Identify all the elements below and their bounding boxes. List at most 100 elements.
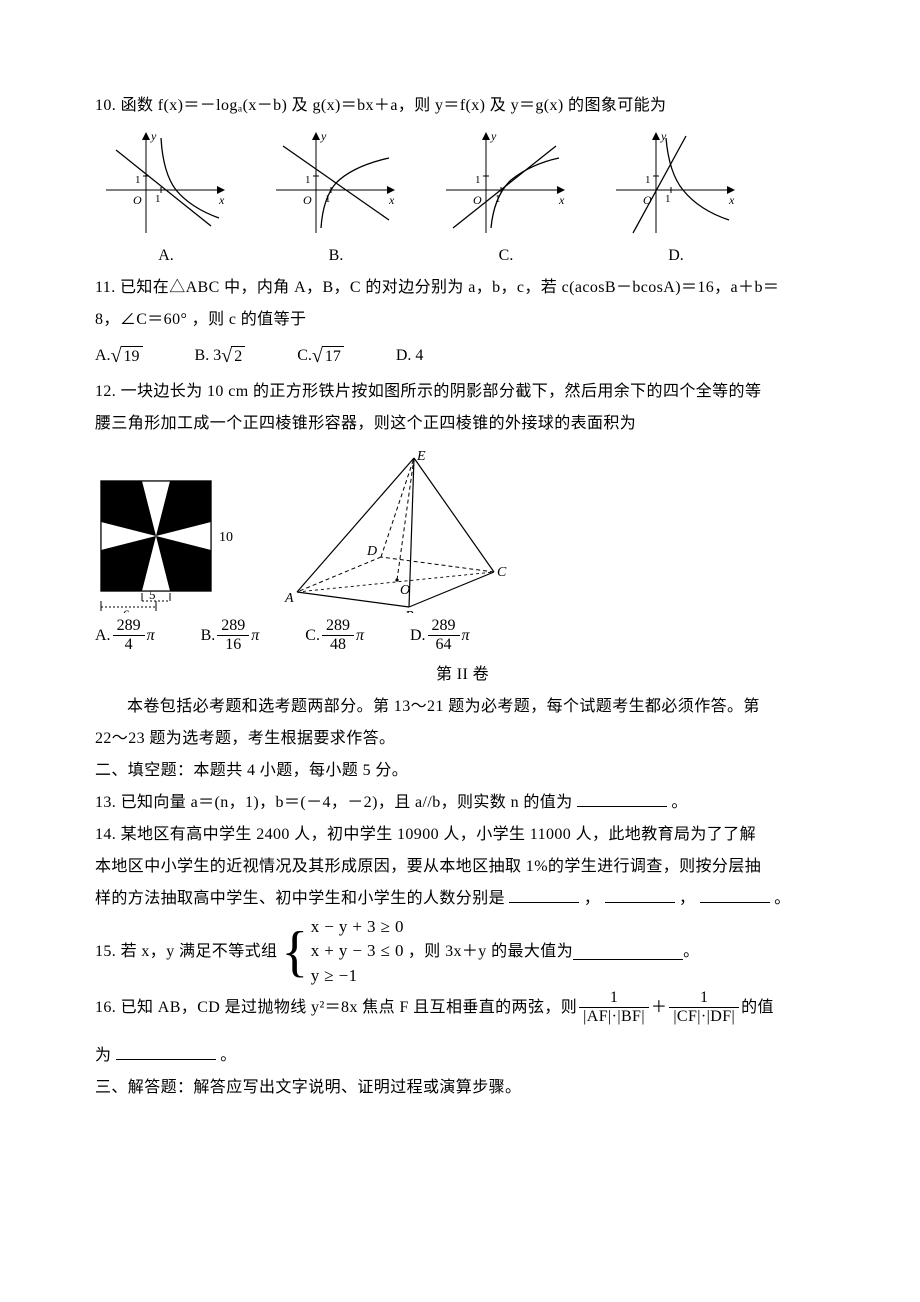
svg-text:5: 5 bbox=[149, 587, 156, 602]
part2-desc-2: 22～23 题为选考题，考生根据要求作答。 bbox=[95, 723, 830, 755]
q13-pre: 13. 已知向量 a＝(n，1)，b＝(－4，－2)，且 a//b，则实数 n … bbox=[95, 794, 573, 811]
opt-label: B. bbox=[201, 620, 216, 652]
q12-options: A. 289 4 π B. 289 16 π C. 289 48 π D. bbox=[95, 617, 830, 655]
q12-opt-b: B. 289 16 π bbox=[201, 617, 260, 655]
sys-line: x + y − 3 ≤ 0 bbox=[311, 941, 404, 960]
fill-blank bbox=[116, 1043, 216, 1060]
q14-l3-pre: 样的方法抽取高中学生、初中学生和小学生的人数分别是 bbox=[95, 890, 505, 907]
q13: 13. 已知向量 a＝(n，1)，b＝(－4，－2)，且 a//b，则实数 n … bbox=[95, 787, 830, 819]
opt-label: A. bbox=[95, 340, 111, 372]
sqrt-icon: √19 bbox=[111, 346, 143, 366]
svg-text:x: x bbox=[558, 193, 565, 207]
q10-label-d: D. bbox=[611, 240, 741, 272]
plus: ＋ bbox=[651, 992, 667, 1024]
svg-text:1: 1 bbox=[645, 174, 651, 186]
inequality-system: { x − y + 3 ≥ 0 x + y − 3 ≤ 0 y ≥ −1 bbox=[281, 915, 404, 989]
svg-text:E: E bbox=[416, 449, 426, 464]
q10-stem: 10. 函数 f(x)＝－logₐ(x－b) 及 g(x)＝bx＋a，则 y＝f… bbox=[95, 90, 830, 122]
q10-graph-b: y x O 1 1 B. bbox=[271, 128, 401, 272]
fraction: 289 64 bbox=[428, 617, 460, 655]
q12-opt-a: A. 289 4 π bbox=[95, 617, 155, 655]
svg-text:6: 6 bbox=[123, 607, 130, 613]
q14-l3: 样的方法抽取高中学生、初中学生和小学生的人数分别是 ， ， 。 bbox=[95, 883, 830, 915]
q11-opt-c: C. √17 bbox=[297, 340, 344, 372]
opt-label: A. bbox=[95, 620, 111, 652]
svg-text:O: O bbox=[473, 193, 482, 207]
part2-desc-1: 本卷包括必考题和选考题两部分。第 13～21 题为必考题，每个试题考生都必须作答… bbox=[95, 691, 830, 723]
page: 10. 函数 f(x)＝－logₐ(x－b) 及 g(x)＝bx＋a，则 y＝f… bbox=[0, 0, 920, 1164]
axes-graph-icon: y x O 1 1 bbox=[101, 128, 231, 238]
pi: π bbox=[251, 620, 259, 652]
q16-l1: 16. 已知 AB，CD 是过抛物线 y²＝8x 焦点 F 且互相垂直的两弦，则… bbox=[95, 989, 830, 1027]
q10-label-c: C. bbox=[441, 240, 571, 272]
fraction: 289 4 bbox=[113, 617, 145, 655]
svg-text:1: 1 bbox=[665, 193, 671, 205]
q11-opt-a: A. √19 bbox=[95, 340, 143, 372]
sys-line: y ≥ −1 bbox=[311, 966, 358, 985]
fraction: 289 48 bbox=[322, 617, 354, 655]
axes-graph-icon: y x O 1 1 bbox=[611, 128, 741, 238]
svg-text:C: C bbox=[497, 565, 507, 580]
svg-text:x: x bbox=[728, 193, 735, 207]
fraction: 1 |AF|·|BF| bbox=[579, 989, 649, 1027]
sep: ， bbox=[679, 890, 695, 907]
fill-blank bbox=[700, 886, 770, 903]
q10-label-a: A. bbox=[101, 240, 231, 272]
q15-suf: 。 bbox=[683, 936, 699, 968]
section2-title: 二、填空题：本题共 4 小题，每小题 5 分。 bbox=[95, 755, 830, 787]
q10-graphs: y x O 1 1 A. y x bbox=[101, 128, 830, 272]
svg-text:y: y bbox=[490, 129, 497, 143]
q12-stem-1: 12. 一块边长为 10 cm 的正方形铁片按如图所示的阴影部分截下，然后用余下… bbox=[95, 376, 830, 408]
q16-l2-pre: 为 bbox=[95, 1047, 111, 1064]
sqrt-icon: √17 bbox=[312, 346, 344, 366]
q12-stem-2: 腰三角形加工成一个正四棱锥形容器，则这个正四棱锥的外接球的表面积为 bbox=[95, 408, 830, 440]
q10-label-b: B. bbox=[271, 240, 401, 272]
q10-graph-a: y x O 1 1 A. bbox=[101, 128, 231, 272]
opt-label: B. 3 bbox=[195, 340, 222, 372]
q12-figures: 5 6 10 bbox=[95, 448, 830, 613]
q12-opt-d: D. 289 64 π bbox=[410, 617, 470, 655]
fill-blank bbox=[573, 943, 683, 960]
q13-suf: 。 bbox=[671, 794, 687, 811]
svg-text:1: 1 bbox=[155, 193, 161, 205]
svg-text:O: O bbox=[400, 583, 410, 598]
fill-blank bbox=[605, 886, 675, 903]
pi: π bbox=[356, 620, 364, 652]
svg-text:1: 1 bbox=[475, 174, 481, 186]
pi: π bbox=[462, 620, 470, 652]
svg-text:y: y bbox=[320, 129, 327, 143]
pi: π bbox=[147, 620, 155, 652]
sqrt-icon: √2 bbox=[221, 346, 245, 366]
q15: 15. 若 x，y 满足不等式组 { x − y + 3 ≥ 0 x + y −… bbox=[95, 915, 830, 989]
q15-mid: ，则 3x＋y 的最大值为 bbox=[408, 936, 573, 968]
svg-text:x: x bbox=[388, 193, 395, 207]
fraction: 289 16 bbox=[217, 617, 249, 655]
q16-l2: 为 。 bbox=[95, 1040, 830, 1072]
section3-title: 三、解答题：解答应写出文字说明、证明过程或演算步骤。 bbox=[95, 1072, 830, 1104]
svg-text:A: A bbox=[284, 591, 294, 606]
q14-l1: 14. 某地区有高中学生 2400 人，初中学生 10900 人，小学生 110… bbox=[95, 819, 830, 851]
svg-text:B: B bbox=[405, 609, 414, 613]
q15-pre: 15. 若 x，y 满足不等式组 bbox=[95, 936, 277, 968]
q12-opt-c: C. 289 48 π bbox=[305, 617, 364, 655]
fraction: 1 |CF|·|DF| bbox=[669, 989, 739, 1027]
q11-stem-2: 8，∠C＝60° ，则 c 的值等于 bbox=[95, 304, 830, 336]
q11-opt-b: B. 3 √2 bbox=[195, 340, 246, 372]
q14-suf: 。 bbox=[774, 890, 790, 907]
axes-graph-icon: y x O 1 1 bbox=[441, 128, 571, 238]
opt-label: C. bbox=[297, 340, 312, 372]
pyramid-figure: E A B C D O bbox=[281, 448, 511, 613]
q16-pre: 16. 已知 AB，CD 是过抛物线 y²＝8x 焦点 F 且互相垂直的两弦，则 bbox=[95, 992, 577, 1024]
q11-options: A. √19 B. 3 √2 C. √17 D. 4 bbox=[95, 340, 830, 372]
sep: ， bbox=[584, 890, 600, 907]
svg-text:O: O bbox=[303, 193, 312, 207]
part2-title: 第 II 卷 bbox=[95, 659, 830, 691]
svg-text:D: D bbox=[366, 544, 377, 559]
opt-label: C. bbox=[305, 620, 320, 652]
svg-text:10: 10 bbox=[219, 530, 233, 545]
q14-l2: 本地区中小学生的近视情况及其形成原因，要从本地区抽取 1%的学生进行调查，则按分… bbox=[95, 851, 830, 883]
square-cut-figure: 5 6 10 bbox=[95, 473, 245, 613]
svg-text:1: 1 bbox=[135, 174, 141, 186]
opt-label: D. 4 bbox=[396, 340, 424, 372]
fill-blank bbox=[577, 790, 667, 807]
